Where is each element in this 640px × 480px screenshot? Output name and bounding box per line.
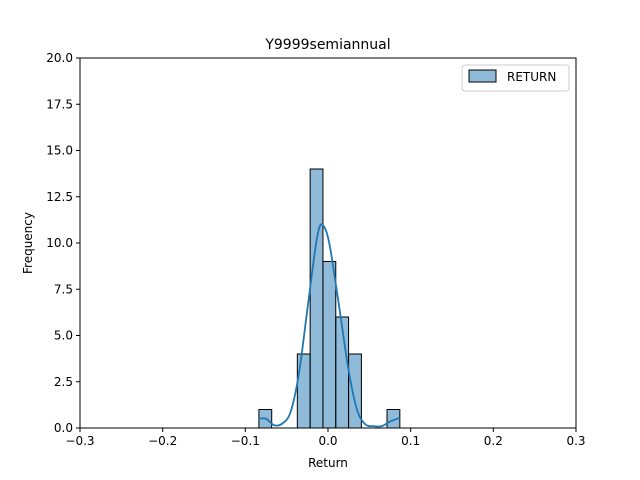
x-tick-label: 0.0 — [318, 434, 337, 448]
y-axis-label: Frequency — [21, 212, 35, 274]
bars-layer — [258, 168, 401, 429]
x-tick-label: −0.1 — [231, 434, 260, 448]
y-tick-label: 20.0 — [46, 51, 73, 65]
chart-title: Y9999semiannual — [264, 37, 390, 53]
legend-label: RETURN — [507, 70, 556, 84]
y-axis-ticks: 0.0 2.5 5.0 7.5 10.0 12.5 15.0 17.5 20.0 — [46, 51, 80, 435]
x-tick-label: 0.2 — [484, 434, 503, 448]
legend: RETURN — [461, 64, 570, 92]
y-tick-label: 17.5 — [46, 97, 73, 111]
kde-curve — [258, 223, 401, 428]
x-tick-label: 0.1 — [401, 434, 420, 448]
y-tick-label: 7.5 — [54, 282, 73, 296]
y-tick-label: 0.0 — [54, 421, 73, 435]
x-tick-label: −0.3 — [65, 434, 94, 448]
y-tick-label: 2.5 — [54, 375, 73, 389]
x-tick-label: 0.3 — [566, 434, 585, 448]
histogram-bar — [296, 353, 311, 429]
x-axis-ticks: −0.3 −0.2 −0.1 0.0 0.1 0.2 0.3 — [65, 428, 586, 448]
histogram-bar — [309, 168, 324, 429]
y-tick-label: 10.0 — [46, 236, 73, 250]
y-tick-label: 12.5 — [46, 190, 73, 204]
legend-swatch — [468, 69, 497, 83]
y-tick-label: 5.0 — [54, 329, 73, 343]
y-tick-label: 15.0 — [46, 144, 73, 158]
x-tick-label: −0.2 — [148, 434, 177, 448]
x-axis-label: Return — [308, 456, 348, 470]
histogram-bar — [322, 261, 337, 429]
